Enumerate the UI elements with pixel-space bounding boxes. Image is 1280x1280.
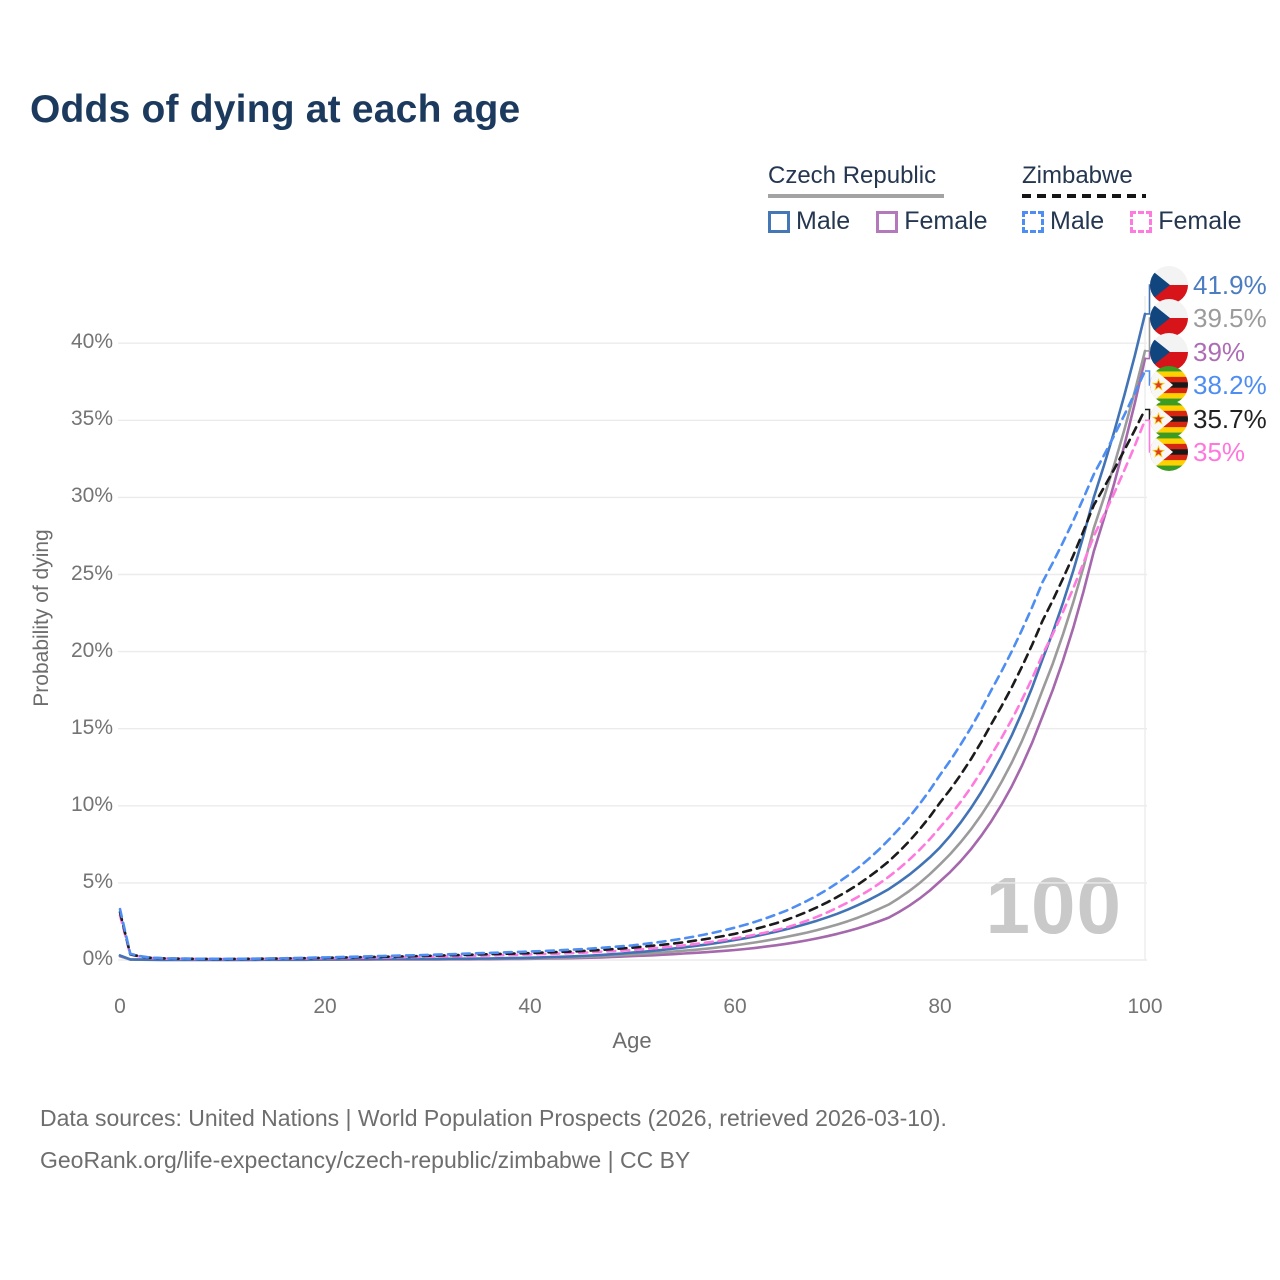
czech-republic-male-end-label-row: 41.9% [1150, 266, 1267, 304]
x-tick-20: 20 [313, 995, 337, 1018]
legend-zimbabwe-dashed-underline [1022, 194, 1146, 198]
x-tick-0: 0 [114, 995, 126, 1018]
y-tick-15: 15% [70, 715, 113, 739]
czech-republic-male-line[interactable] [118, 312, 1147, 962]
x-tick-80: 80 [928, 995, 952, 1018]
czech-republic-flag-icon [1150, 299, 1188, 337]
data-sources-line: Data sources: United Nations | World Pop… [40, 1105, 947, 1131]
y-tick-20: 20% [70, 638, 113, 662]
legend-zimbabwe-title: Zimbabwe [1022, 162, 1133, 189]
czech-republic-female-end-label-row: 39% [1150, 333, 1245, 371]
attribution-line: GeoRank.org/life-expectancy/czech-republ… [40, 1147, 691, 1173]
legend-czech-republic-title: Czech Republic [768, 162, 937, 189]
czech-republic-male-end-value: 41.9% [1193, 269, 1267, 300]
zimbabwe-female-end-value: 35% [1193, 436, 1246, 467]
czech-republic-both-sexes-line[interactable] [118, 349, 1147, 962]
zimbabwe-both-sexes-line[interactable] [118, 408, 1147, 961]
footer: Data sources: United Nations | World Pop… [40, 1097, 947, 1181]
legend-label-zimbabwe-female[interactable]: Female [1158, 207, 1242, 235]
legend-swatch-czech-female[interactable] [876, 210, 899, 233]
legend-swatch-zimbabwe-female[interactable] [1130, 210, 1153, 233]
x-tick-100: 100 [1127, 995, 1163, 1018]
legend-swatch-czech-male[interactable] [768, 210, 790, 233]
czech-republic-flag-icon [1150, 333, 1188, 371]
zimbabwe-flag-icon [1150, 366, 1188, 404]
czech-republic-female-line[interactable] [118, 357, 1147, 962]
y-tick-0: 0% [82, 947, 113, 970]
legend-label-zimbabwe-male[interactable]: Male [1050, 207, 1105, 235]
x-tick-60: 60 [723, 995, 747, 1018]
legend-group-zimbabwe: Zimbabwe Male Female [1022, 162, 1262, 236]
zimbabwe-flag-icon [1150, 433, 1188, 471]
x-tick-40: 40 [518, 995, 542, 1018]
czech-republic-flag-icon [1150, 266, 1188, 304]
y-axis-title: Probability of dying [30, 529, 53, 707]
zimbabwe-male-end-value: 38.2% [1193, 369, 1267, 400]
legend-label-czech-female[interactable]: Female [904, 207, 988, 235]
legend-label-czech-male[interactable]: Male [796, 207, 851, 235]
age-100-watermark: 100 [985, 861, 1122, 950]
y-tick-30: 30% [70, 484, 113, 508]
y-tick-5: 5% [82, 869, 113, 893]
zimbabwe-female-end-label-row: 35% [1150, 433, 1245, 471]
zimbabwe-both-sexes-end-value: 35.7% [1193, 403, 1267, 434]
page-title: Odds of dying at each age [30, 88, 521, 131]
czech-republic-female-end-value: 39% [1193, 336, 1246, 367]
zimbabwe-both-sexes-end-label-row: 35.7% [1150, 400, 1267, 438]
legend-czech-solid-underline [768, 194, 944, 198]
legend-swatch-zimbabwe-male[interactable] [1022, 210, 1044, 233]
legend-group-czech-republic: Czech Republic Male Female [768, 162, 1008, 236]
x-axis-title: Age [612, 1028, 652, 1053]
y-tick-35: 35% [70, 407, 113, 431]
y-tick-40: 40% [70, 330, 113, 354]
czech-republic-both-sexes-end-value: 39.5% [1193, 302, 1267, 333]
zimbabwe-male-end-label-row: 38.2% [1150, 366, 1267, 404]
zimbabwe-male-line[interactable] [118, 369, 1147, 961]
czech-republic-both-sexes-end-label-row: 39.5% [1150, 299, 1267, 337]
y-tick-25: 25% [70, 561, 113, 585]
y-tick-10: 10% [70, 792, 113, 816]
